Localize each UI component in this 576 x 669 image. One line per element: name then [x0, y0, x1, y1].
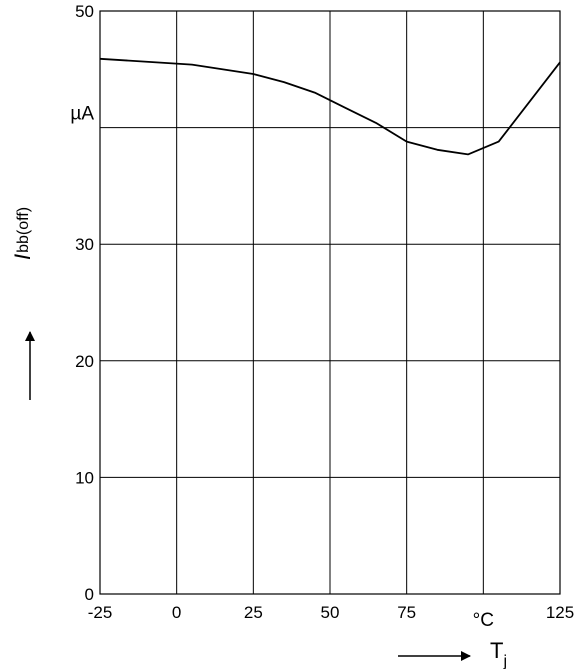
y-tick-labels: 0 10 20 30 µA 50: [70, 2, 94, 604]
x-tick-label: 75: [397, 603, 416, 622]
y-tick-label: 0: [85, 585, 94, 604]
series-line: [99, 57, 561, 156]
y-axis-label: Ibb(off): [10, 207, 35, 260]
plot-frame: [99, 10, 561, 595]
y-tick-label: 20: [75, 352, 94, 371]
x-tick-label: 25: [244, 603, 263, 622]
y-unit-label: µA: [70, 104, 94, 125]
x-axis-label: Tj: [490, 638, 507, 669]
series: [99, 57, 561, 156]
x-tick-label: 125: [546, 603, 574, 622]
x-tick-label: 0: [172, 603, 181, 622]
y-tick-label: 30: [75, 235, 94, 254]
y-tick-label: 50: [75, 2, 94, 21]
x-unit-label: °C: [473, 610, 494, 631]
grid: [100, 11, 560, 594]
x-tick-label: 50: [321, 603, 340, 622]
y-tick-label: 10: [75, 468, 94, 487]
x-tick-label: -25: [88, 603, 113, 622]
x-tick-labels: -25 0 25 50 75 °C 125: [88, 603, 574, 631]
